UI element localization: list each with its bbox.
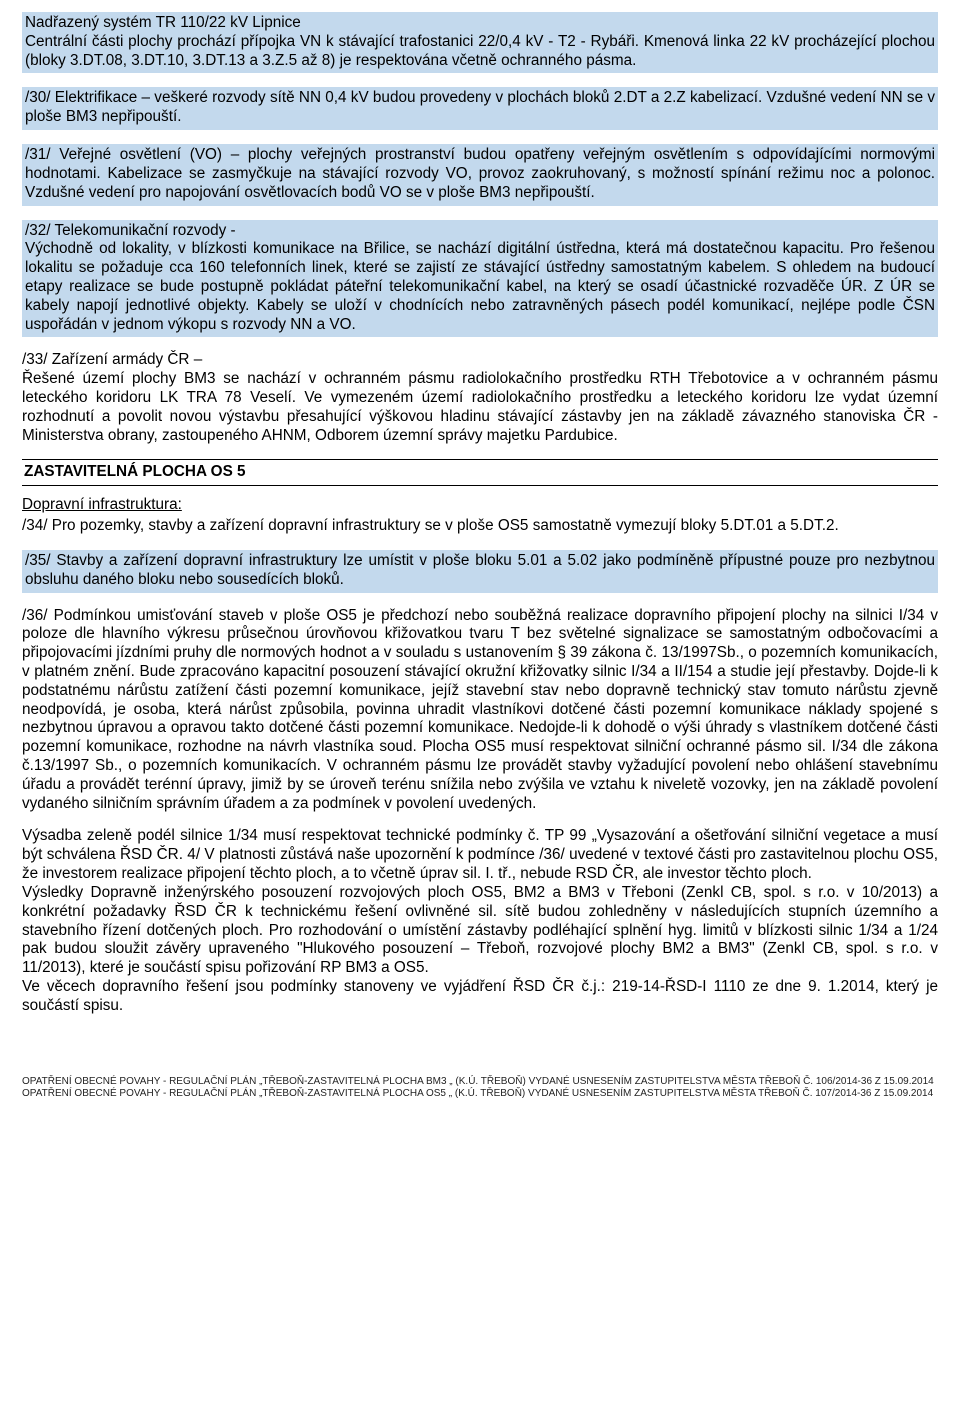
- section-title-os5: ZASTAVITELNÁ PLOCHA OS 5: [22, 459, 938, 486]
- paragraph-36: /36/ Podmínkou umisťování staveb v ploše…: [22, 607, 938, 814]
- paragraph-37: Výsadba zeleně podél silnice 1/34 musí r…: [22, 827, 938, 1015]
- footer-line-1: OPATŘENÍ OBECNÉ POVAHY - REGULAČNÍ PLÁN …: [22, 1076, 938, 1089]
- paragraph-29: Nadřazený systém TR 110/22 kV LipniceCen…: [22, 12, 938, 73]
- page-footer: OPATŘENÍ OBECNÉ POVAHY - REGULAČNÍ PLÁN …: [22, 1076, 938, 1101]
- paragraph-32: /32/ Telekomunikační rozvody -Východně o…: [22, 220, 938, 338]
- dopravni-infra-heading: Dopravní infrastruktura:: [22, 496, 938, 515]
- paragraph-33: /33/ Zařízení armády ČR –Řešené území pl…: [22, 351, 938, 445]
- paragraph-31: /31/ Veřejné osvětlení (VO) – plochy veř…: [22, 144, 938, 205]
- paragraph-34: /34/ Pro pozemky, stavby a zařízení dopr…: [22, 517, 938, 536]
- paragraph-35: /35/ Stavby a zařízení dopravní infrastr…: [22, 550, 938, 593]
- document-page: Nadřazený systém TR 110/22 kV LipniceCen…: [0, 0, 960, 1119]
- paragraph-30: /30/ Elektrifikace – veškeré rozvody sít…: [22, 87, 938, 130]
- footer-line-2: OPATŘENÍ OBECNÉ POVAHY - REGULAČNÍ PLÁN …: [22, 1088, 938, 1101]
- dopravni-infra-label: Dopravní infrastruktura:: [22, 496, 182, 513]
